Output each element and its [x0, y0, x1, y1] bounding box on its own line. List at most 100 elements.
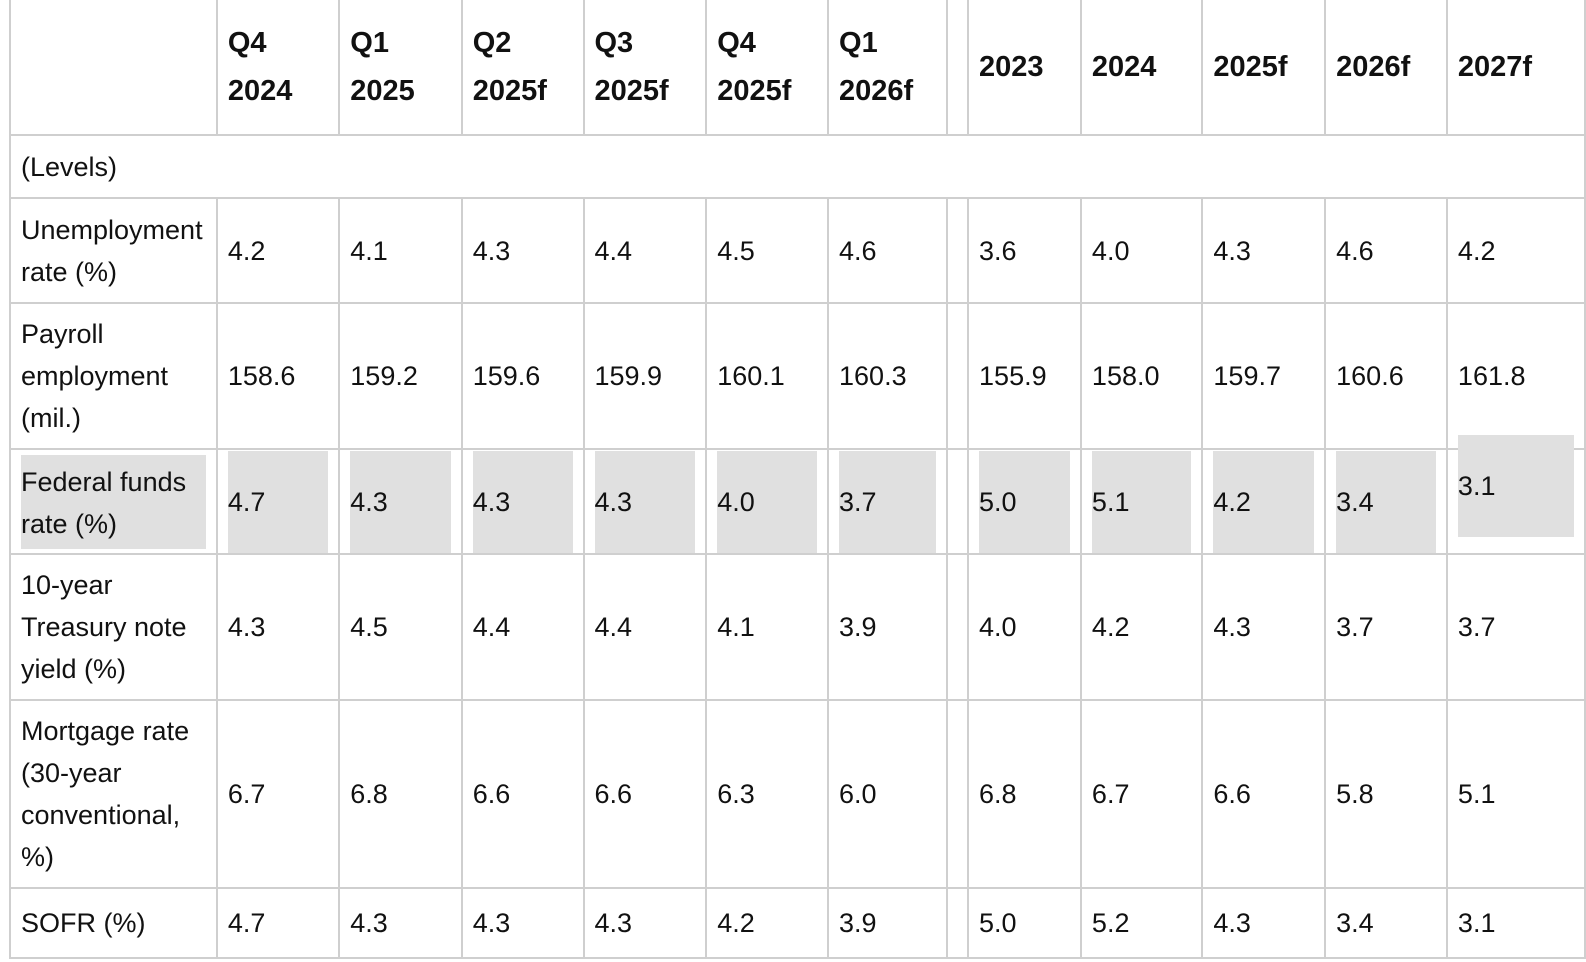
- table-cell: 5.2: [1079, 887, 1204, 959]
- table-cell: 4.7: [215, 887, 341, 959]
- table-cell: 6.3: [705, 699, 830, 889]
- table-cell: 4.3: [1201, 553, 1327, 701]
- table-cell: 5.8: [1324, 699, 1448, 889]
- table-cell: 155.9: [967, 302, 1082, 450]
- table-cell: 4.2: [215, 197, 341, 304]
- table-cell: 3.1: [1445, 434, 1586, 555]
- header-cell: Q4 2025f: [705, 0, 830, 136]
- table-cell: 4.1: [705, 553, 830, 701]
- row-label: Unemployment rate (%): [9, 197, 218, 304]
- header-cell: 2026f: [1324, 0, 1448, 136]
- table-cell: 3.7: [1445, 553, 1586, 701]
- table-cell: 4.2: [1201, 448, 1327, 555]
- table-cell: 5.1: [1445, 699, 1586, 889]
- table-row: 10-year Treasury note yield (%) 4.3 4.5 4.…: [9, 553, 1586, 701]
- table-cell: 4.0: [1079, 197, 1204, 304]
- header-cell: Q1 2025: [338, 0, 463, 136]
- table-cell: 4.5: [705, 197, 830, 304]
- gap-cell: [945, 887, 970, 959]
- table-cell: 6.6: [582, 699, 708, 889]
- gap-cell: [945, 197, 970, 304]
- section-row: (Levels): [9, 134, 1586, 199]
- table-row: Payroll employment (mil.) 158.6 159.2 159.…: [9, 302, 1586, 450]
- table-row-highlighted: Federal funds rate (%) 4.7 4.3 4.3 4.3 4.…: [9, 434, 1586, 555]
- table-cell: 159.7: [1201, 302, 1327, 450]
- table-cell: 6.6: [1201, 699, 1327, 889]
- table-cell: 4.2: [1079, 553, 1204, 701]
- table-cell: 5.0: [967, 448, 1082, 555]
- table-cell: 160.1: [705, 302, 830, 450]
- header-row: Q4 2024 Q1 2025 Q2 2025f Q3 2025f Q4 2025f Q1…: [9, 0, 1586, 136]
- table-cell: 4.3: [460, 887, 585, 959]
- row-label: 10-year Treasury note yield (%): [9, 553, 218, 701]
- table-cell: 5.0: [967, 887, 1082, 959]
- highlight: 4.3: [472, 450, 573, 553]
- table-row: Unemployment rate (%) 4.2 4.1 4.3 4.4 4.5…: [9, 197, 1586, 304]
- highlight: 4.3: [350, 450, 451, 553]
- table-cell: 4.3: [338, 887, 463, 959]
- highlight: 5.1: [1091, 450, 1192, 553]
- table-cell: 3.7: [827, 448, 948, 555]
- header-cell: 2024: [1079, 0, 1204, 136]
- table-cell: 4.4: [460, 553, 585, 701]
- header-cell: Q2 2025f: [460, 0, 585, 136]
- table-cell: 3.6: [967, 197, 1082, 304]
- table-cell: 3.4: [1324, 448, 1448, 555]
- table-cell: 159.6: [460, 302, 585, 450]
- table-cell: 4.2: [1445, 197, 1586, 304]
- forecast-table: Q4 2024 Q1 2025 Q2 2025f Q3 2025f Q4 2025f Q1…: [9, 0, 1586, 959]
- table-cell: 3.1: [1445, 887, 1586, 959]
- table-cell: 160.6: [1324, 302, 1448, 450]
- highlight: 3.1: [1457, 434, 1574, 537]
- table-cell: 158.0: [1079, 302, 1204, 450]
- table-cell: 160.3: [827, 302, 948, 450]
- table-cell: 4.4: [582, 197, 708, 304]
- table-cell: 161.8: [1445, 302, 1586, 450]
- table-cell: 4.3: [582, 448, 708, 555]
- header-cell: 2025f: [1201, 0, 1327, 136]
- table-cell: 4.3: [1201, 197, 1327, 304]
- table-cell: 4.0: [967, 553, 1082, 701]
- table-cell: 4.3: [338, 448, 463, 555]
- highlight: Federal funds rate (%): [21, 454, 206, 549]
- table-cell: 4.3: [215, 553, 341, 701]
- table-cell: 6.7: [1079, 699, 1204, 889]
- table-cell: 4.4: [582, 553, 708, 701]
- table-cell: 5.1: [1079, 448, 1204, 555]
- highlight: 4.0: [717, 450, 818, 553]
- header-cell: Q3 2025f: [582, 0, 708, 136]
- table-cell: 4.3: [460, 197, 585, 304]
- table-cell: 3.9: [827, 553, 948, 701]
- table-cell: 159.9: [582, 302, 708, 450]
- table-cell: 3.4: [1324, 887, 1448, 959]
- highlight: 4.3: [594, 450, 696, 553]
- highlight: 3.4: [1336, 450, 1436, 553]
- table-cell: 6.6: [460, 699, 585, 889]
- gap-cell: [945, 302, 970, 450]
- header-cell: Q4 2024: [215, 0, 341, 136]
- table-row: Mortgage rate (30-year conventional,%) 6.7…: [9, 699, 1586, 889]
- table-cell: 6.0: [827, 699, 948, 889]
- table-cell: 4.5: [338, 553, 463, 701]
- highlight: 4.2: [1213, 450, 1315, 553]
- section-label: (Levels): [9, 134, 1586, 199]
- table-cell: 4.6: [1324, 197, 1448, 304]
- gap-cell: [945, 553, 970, 701]
- table-cell: 4.1: [338, 197, 463, 304]
- table-cell: 158.6: [215, 302, 341, 450]
- row-label: SOFR (%): [9, 887, 218, 959]
- header-cell: 2027f: [1445, 0, 1586, 136]
- highlight: 3.7: [839, 450, 936, 553]
- gap-cell: [945, 448, 970, 555]
- table-cell: 4.0: [705, 448, 830, 555]
- table-cell: 4.3: [582, 887, 708, 959]
- gap-cell: [945, 699, 970, 889]
- highlight: 4.7: [227, 450, 329, 553]
- table-cell: 4.2: [705, 887, 830, 959]
- header-cell: 2023: [967, 0, 1082, 136]
- table-cell: 4.6: [827, 197, 948, 304]
- table-cell: 3.7: [1324, 553, 1448, 701]
- row-label: Federal funds rate (%): [9, 448, 218, 555]
- table-cell: 6.8: [338, 699, 463, 889]
- table-cell: 4.3: [1201, 887, 1327, 959]
